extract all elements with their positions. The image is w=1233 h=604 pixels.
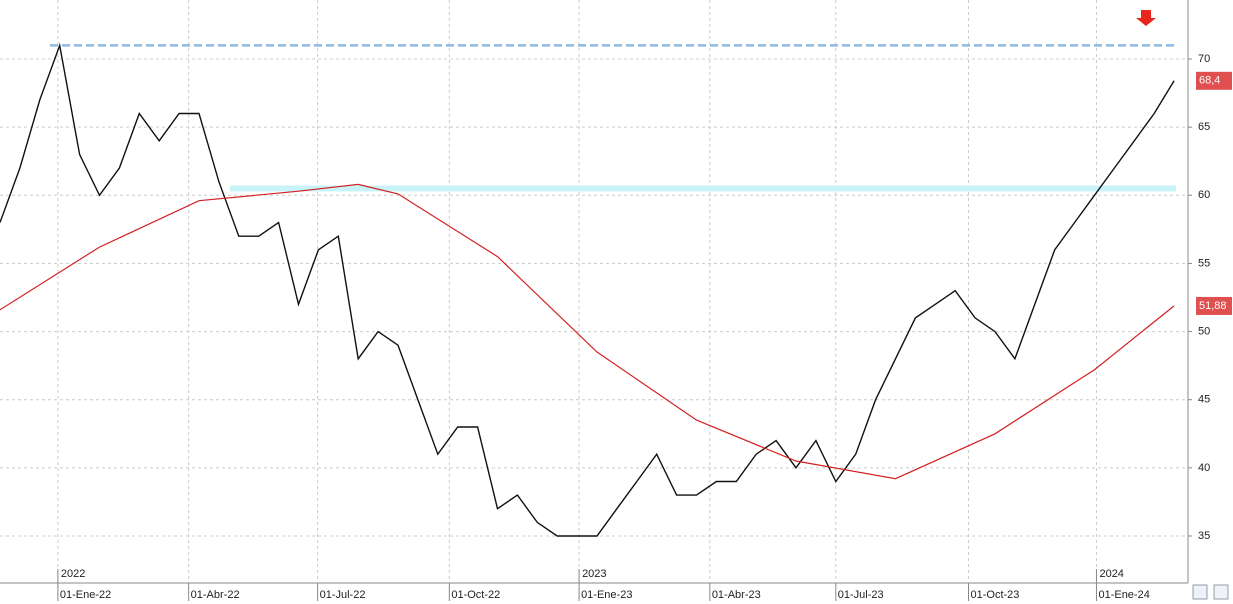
x-tick-label: 01-Ene-22	[60, 589, 111, 601]
last-value-box	[1196, 296, 1232, 315]
x-tick-label: 01-Jul-22	[320, 589, 366, 601]
last-value-label: 68,4	[1199, 75, 1220, 87]
price-line	[0, 183, 1175, 480]
year-label: 2023	[582, 568, 606, 580]
x-tick-label: 01-Ene-24	[1098, 589, 1149, 601]
last-value-label: 51,88	[1199, 300, 1227, 312]
year-label: 2022	[61, 568, 85, 580]
y-tick-label: 35	[1198, 530, 1210, 542]
last-value-box	[1196, 71, 1232, 90]
save-button[interactable]	[1213, 584, 1229, 600]
x-tick-label: 01-Oct-22	[451, 589, 500, 601]
x-tick-label: 01-Ene-23	[581, 589, 632, 601]
year-label: 2024	[1099, 568, 1123, 580]
y-tick-label: 45	[1198, 394, 1210, 406]
x-tick-label: 01-Abr-22	[191, 589, 240, 601]
y-tick-label: 55	[1198, 257, 1210, 269]
y-tick-label: 60	[1198, 189, 1210, 201]
icon-button[interactable]	[1192, 584, 1208, 600]
x-tick-label: 01-Abr-23	[712, 589, 761, 601]
x-tick-label: 01-Jul-23	[838, 589, 884, 601]
x-tick-label: 01-Oct-23	[971, 589, 1020, 601]
y-tick-label: 65	[1198, 121, 1210, 133]
arrow-marker	[1136, 10, 1156, 26]
price-line	[0, 42, 1175, 537]
y-tick-label: 40	[1198, 462, 1210, 474]
y-tick-label: 70	[1198, 53, 1210, 65]
y-tick-label: 50	[1198, 325, 1210, 337]
